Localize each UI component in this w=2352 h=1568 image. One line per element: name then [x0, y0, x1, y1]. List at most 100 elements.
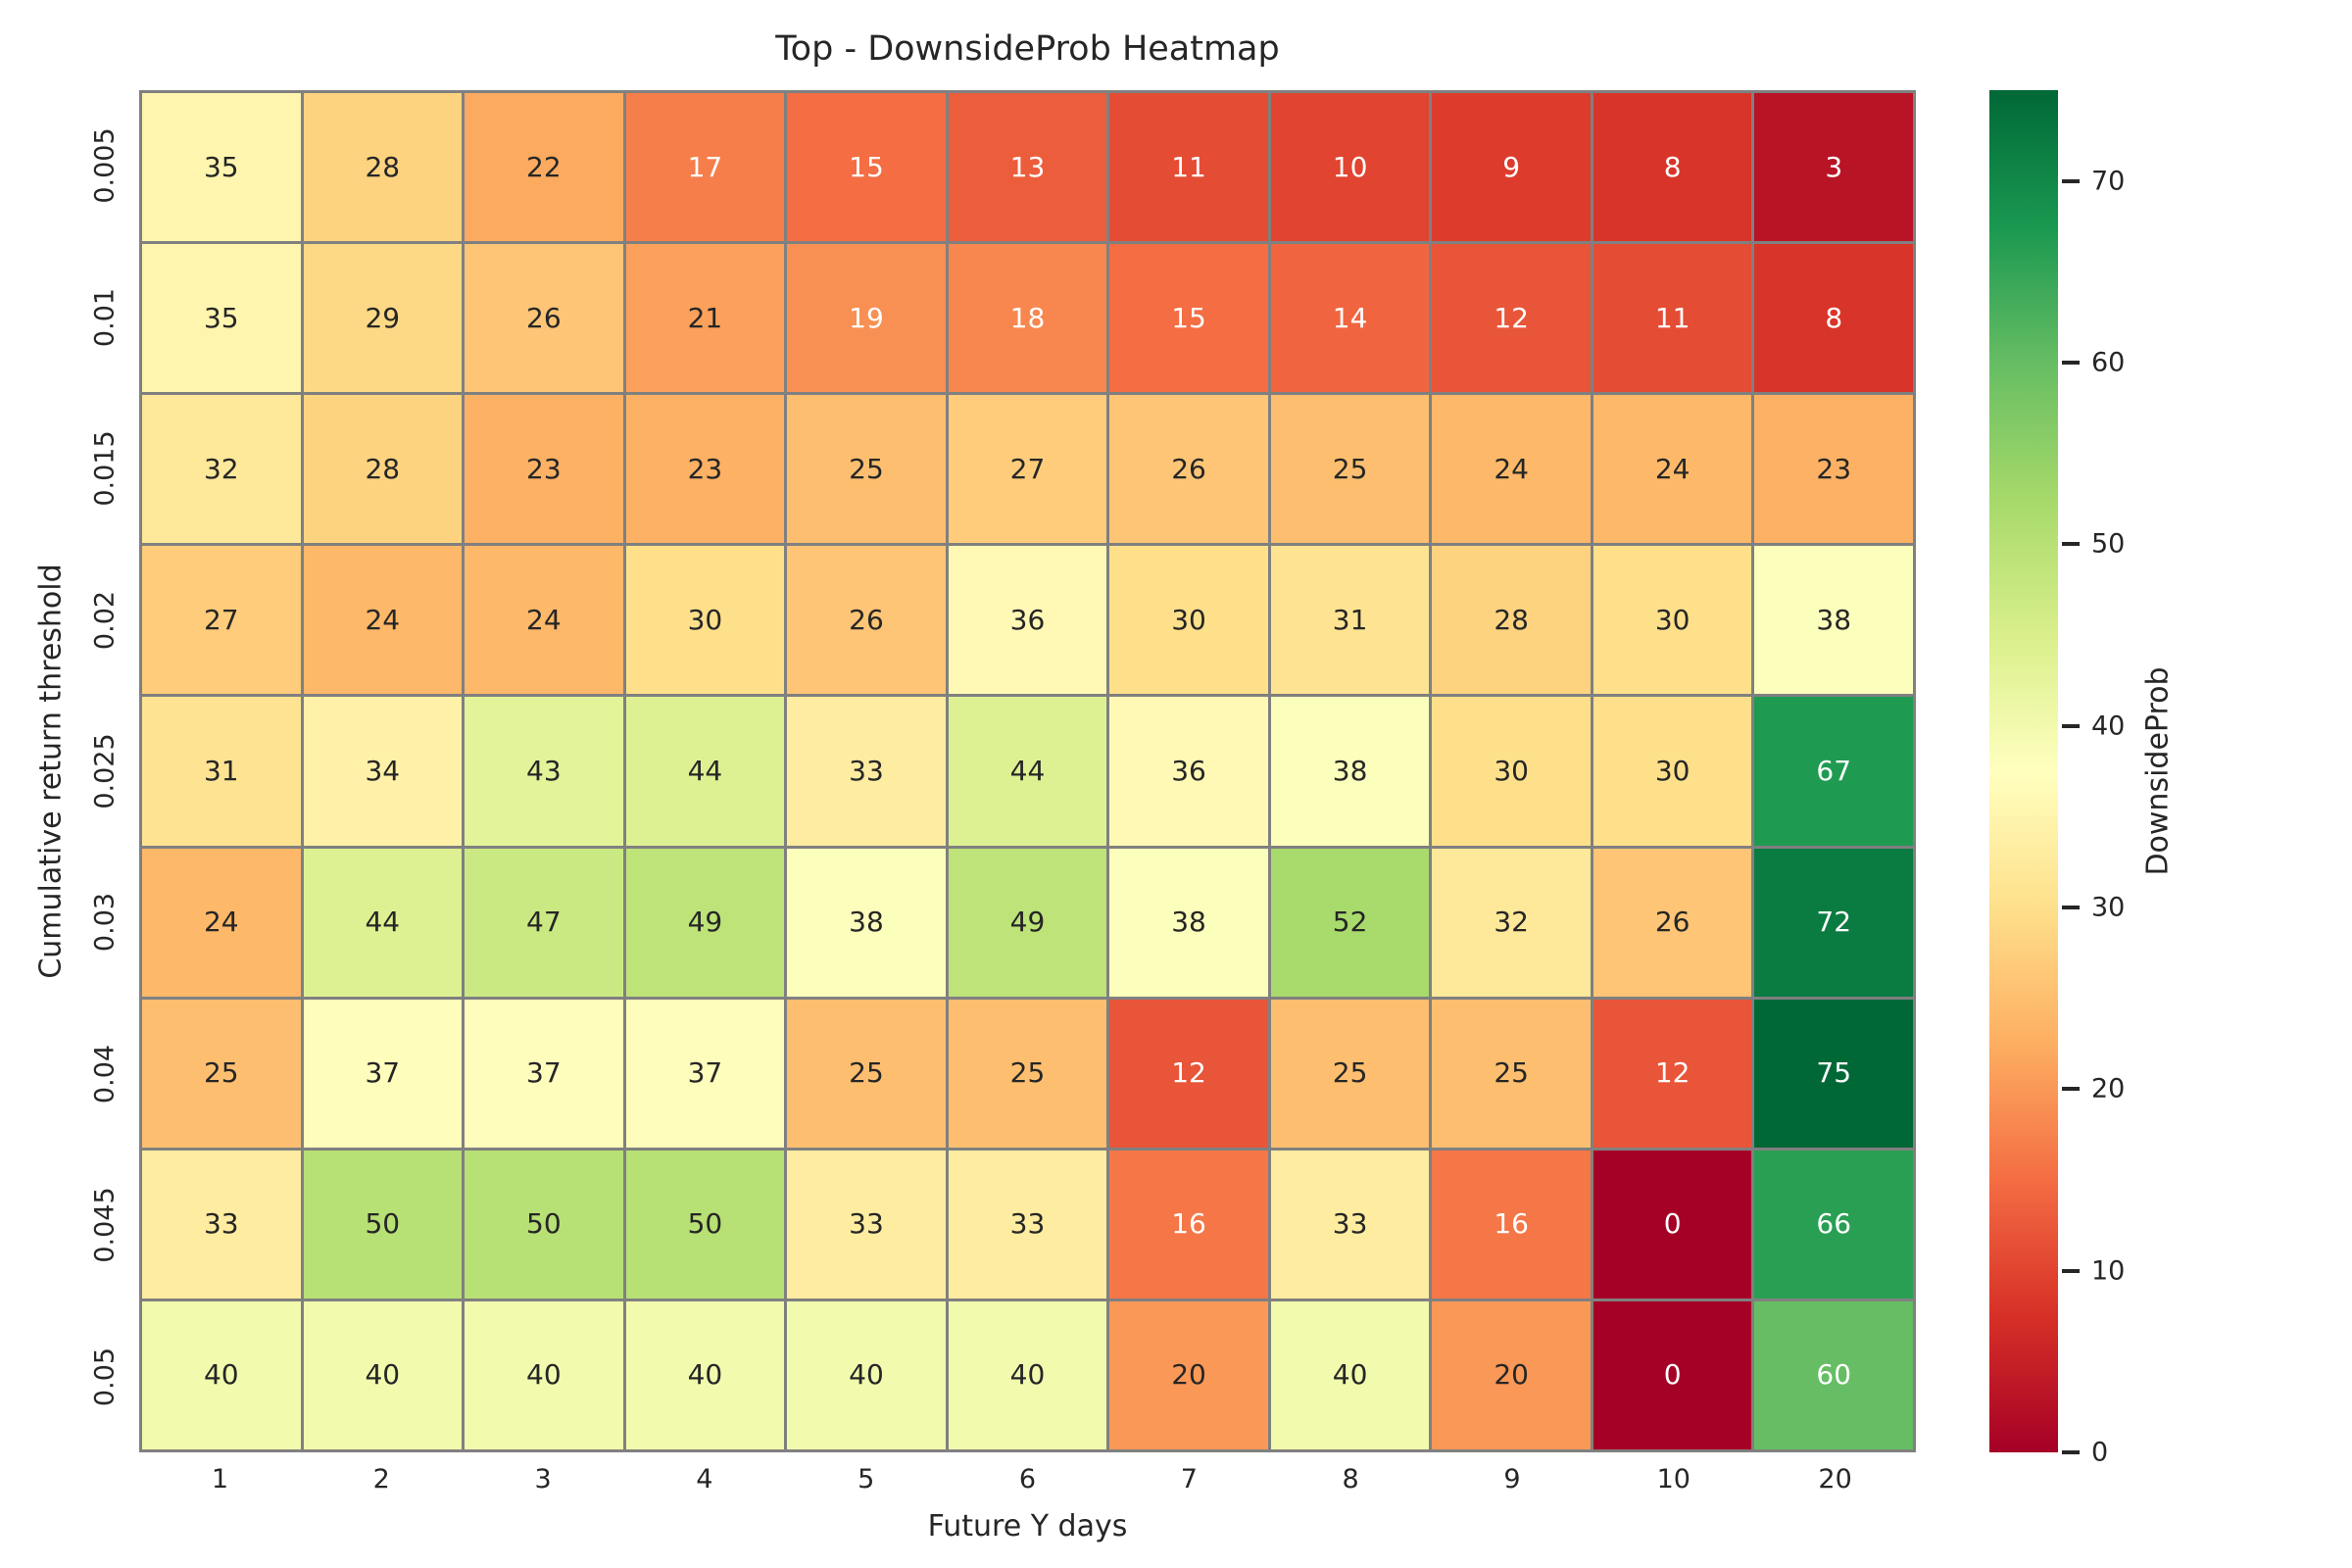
colorbar-tick-label: 50 — [2091, 528, 2126, 560]
x-tick-label: 10 — [1656, 1464, 1690, 1494]
heatmap-cell: 44 — [948, 697, 1107, 846]
colorbar-tick — [2062, 1450, 2080, 1454]
heatmap-cell: 44 — [625, 697, 785, 846]
colorbar-tick — [2062, 178, 2080, 183]
heatmap-cell: 33 — [948, 1150, 1107, 1298]
colorbar: 0 10 20 30 40 50 60 70 DownsideProb — [1989, 90, 2176, 1468]
heatmap-cell: 11 — [1592, 244, 1752, 393]
heatmap-cell: 37 — [465, 999, 623, 1148]
heatmap-cell: 12 — [1109, 999, 1268, 1148]
heatmap-cell: 36 — [1109, 697, 1268, 846]
x-tick-label: 6 — [1018, 1464, 1037, 1494]
heatmap-cell: 49 — [625, 848, 785, 997]
heatmap-cell: 36 — [948, 546, 1107, 695]
x-tick-label: 9 — [1503, 1464, 1521, 1494]
heatmap-cell: 0 — [1592, 1300, 1752, 1449]
heatmap-cell: 23 — [465, 395, 623, 544]
heatmap-cell: 28 — [303, 93, 463, 242]
heatmap-cell: 72 — [1754, 848, 1913, 997]
heatmap-cell: 40 — [142, 1300, 301, 1449]
heatmap-cell: 25 — [787, 395, 946, 544]
heatmap-cell: 30 — [1109, 546, 1268, 695]
heatmap-cell: 8 — [1592, 93, 1752, 242]
colorbar-tick — [2062, 906, 2080, 909]
heatmap-cell: 28 — [1432, 546, 1591, 695]
heatmap-cell: 32 — [142, 395, 301, 544]
heatmap-cell: 24 — [1592, 395, 1752, 544]
heatmap-cell: 26 — [465, 244, 623, 393]
heatmap-cell: 38 — [1270, 697, 1430, 846]
colorbar-tick-label: 20 — [2091, 1073, 2126, 1104]
heatmap-cell: 38 — [787, 848, 946, 997]
heatmap-cell: 66 — [1754, 1150, 1913, 1298]
heatmap-cell: 27 — [142, 546, 301, 695]
heatmap-cell: 31 — [142, 697, 301, 846]
heatmap-cell: 29 — [303, 244, 463, 393]
heatmap-cell: 18 — [948, 244, 1107, 393]
heatmap-cell: 33 — [142, 1150, 301, 1298]
heatmap-cell: 20 — [1109, 1300, 1268, 1449]
heatmap-cell: 19 — [787, 244, 946, 393]
heatmap-cell: 27 — [948, 395, 1107, 544]
heatmap-cell: 12 — [1432, 244, 1591, 393]
heatmap-cell: 60 — [1754, 1300, 1913, 1449]
heatmap-cell: 33 — [787, 697, 946, 846]
heatmap-cell: 47 — [465, 848, 623, 997]
heatmap-cell: 24 — [465, 546, 623, 695]
heatmap-cell: 75 — [1754, 999, 1913, 1148]
heatmap-cell: 40 — [948, 1300, 1107, 1449]
heatmap-cell: 37 — [303, 999, 463, 1148]
heatmap-cell: 3 — [1754, 93, 1913, 242]
heatmap-cell: 28 — [303, 395, 463, 544]
heatmap-cell: 50 — [303, 1150, 463, 1298]
heatmap-cell: 25 — [787, 999, 946, 1148]
heatmap-cell: 21 — [625, 244, 785, 393]
heatmap-cell: 50 — [465, 1150, 623, 1298]
colorbar-tick — [2062, 1087, 2080, 1092]
x-tick-label: 2 — [372, 1464, 390, 1494]
heatmap-cell: 20 — [1432, 1300, 1591, 1449]
heatmap-cell: 40 — [303, 1300, 463, 1449]
heatmap-cell: 33 — [1270, 1150, 1430, 1298]
heatmap-cell: 12 — [1592, 999, 1752, 1148]
heatmap-cell: 13 — [948, 93, 1107, 242]
heatmap-cell: 49 — [948, 848, 1107, 997]
heatmap-cell: 23 — [625, 395, 785, 544]
heatmap-cell: 25 — [1270, 395, 1430, 544]
colorbar-tick-label: 70 — [2091, 166, 2126, 197]
colorbar-tick — [2062, 361, 2080, 365]
colorbar-tick-label: 40 — [2091, 710, 2126, 742]
heatmap-cell: 24 — [142, 848, 301, 997]
heatmap-cell: 16 — [1109, 1150, 1268, 1298]
heatmap-cell: 37 — [625, 999, 785, 1148]
heatmap-cell: 22 — [465, 93, 623, 242]
heatmap-cell: 8 — [1754, 244, 1913, 393]
heatmap-cell: 16 — [1432, 1150, 1591, 1298]
x-axis-label: Future Y days — [927, 1509, 1128, 1544]
heatmap-cell: 24 — [303, 546, 463, 695]
chart-title: Top - DownsideProb Heatmap — [775, 29, 1280, 69]
x-tick-label: 1 — [211, 1464, 228, 1494]
heatmap-cell: 31 — [1270, 546, 1430, 695]
heatmap-cell: 35 — [142, 244, 301, 393]
colorbar-tick-label: 10 — [2091, 1255, 2126, 1287]
heatmap-cell: 23 — [1754, 395, 1913, 544]
heatmap-cell: 26 — [787, 546, 946, 695]
heatmap-cell: 34 — [303, 697, 463, 846]
heatmap-cell: 67 — [1754, 697, 1913, 846]
colorbar-tick — [2062, 542, 2080, 547]
x-tick-label: 4 — [696, 1464, 713, 1494]
heatmap-cell: 30 — [625, 546, 785, 695]
heatmap-cell: 40 — [465, 1300, 623, 1449]
heatmap-cell: 52 — [1270, 848, 1430, 997]
x-tick-label: 20 — [1818, 1464, 1852, 1494]
colorbar-gradient — [1989, 90, 2058, 1452]
heatmap-cell: 30 — [1432, 697, 1591, 846]
heatmap-cell: 25 — [1432, 999, 1591, 1148]
heatmap-cell: 25 — [948, 999, 1107, 1148]
heatmap-cell: 40 — [787, 1300, 946, 1449]
heatmap-cell: 11 — [1109, 93, 1268, 242]
heatmap-cell: 17 — [625, 93, 785, 242]
colorbar-tick-label: 0 — [2091, 1437, 2109, 1468]
heatmap-cell: 43 — [465, 697, 623, 846]
